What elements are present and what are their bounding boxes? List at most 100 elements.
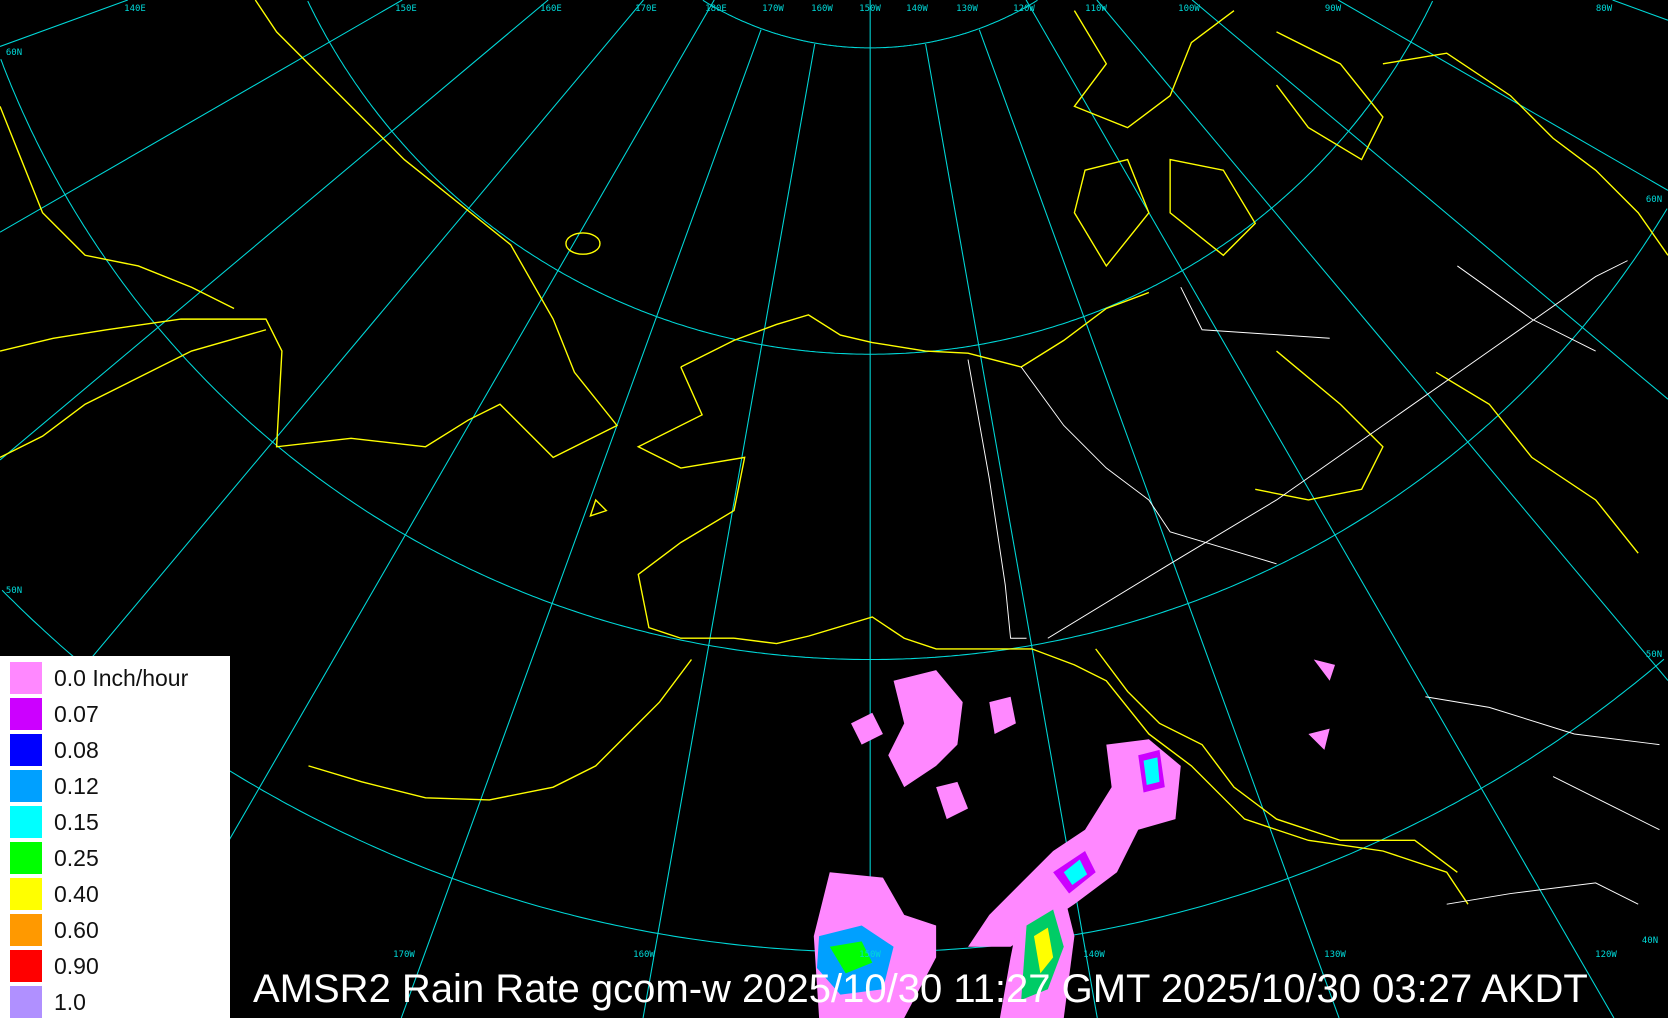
coastline-bc [1095,648,1458,873]
legend-item: 0.25 [10,842,99,874]
legend-swatch [10,770,42,802]
precip-core-sw-green [829,941,873,974]
legend-label: 0.08 [54,736,99,763]
latitude-circle [0,59,1668,661]
border-canada-provinces [1047,260,1660,905]
coastline-alaska-north [680,291,1150,368]
coastline-st-lawrence-island [589,498,608,518]
legend-item: 0.0 Inch/hour [10,662,188,694]
lon-label-top: 100W [1178,4,1200,14]
lon-label-bottom: 140W [1083,950,1105,960]
meridian-line [0,0,549,461]
lon-label-top: 170W [762,4,784,14]
coastline-alaska-south [733,616,1469,905]
legend-item: 0.40 [10,878,99,910]
political-borders [967,260,1660,905]
meridian-line [1096,0,1668,681]
legend-swatch [10,842,42,874]
legend-swatch [10,806,42,838]
legend-label: 0.40 [54,880,99,907]
meridian-line [400,29,762,1018]
lon-label-top: 90W [1324,4,1342,14]
lon-label-bottom: 120W [1595,950,1617,960]
coastline-russia [0,0,619,459]
rain-rate-overlay [813,659,1336,1018]
coastline-canada-arctic [1073,10,1668,268]
precip-band [968,739,1181,947]
coastline-kamchatka [0,329,267,459]
legend-label: 1.0 [54,988,86,1015]
lon-label-top: 160E [540,4,562,14]
lat-label-left: 50N [5,586,23,596]
lat-label-right: 50N [1645,650,1663,660]
lon-label-top: 180E [705,4,727,14]
lat-label-bottom: 40N [1641,936,1659,946]
border-alaska-canada [967,359,1027,639]
legend-item: 0.60 [10,914,99,946]
lon-label-bottom: 150W [859,950,881,960]
lon-label-bottom: 130W [1324,950,1346,960]
legend-swatch [10,914,42,946]
legend-item: 1.0 [10,986,86,1018]
lon-label-top: 130W [956,4,978,14]
meridian-line [0,0,128,47]
lon-label-bottom: 170W [393,950,415,960]
lon-label-top: 160W [811,4,833,14]
lon-label-top: 140W [906,4,928,14]
legend-label: 0.12 [54,772,99,799]
lon-label-top: 120W [1013,4,1035,14]
legend-swatch [10,950,42,982]
coastline-hudson [1255,350,1639,554]
legend-swatch [10,662,42,694]
precip-cell-east [1308,659,1336,750]
legend-swatch [10,734,42,766]
lat-label-right: 60N [1645,195,1663,205]
precip-band-heavy [1063,757,1160,886]
lon-label-top: 170E [635,4,657,14]
lake [565,232,601,255]
lon-label-top: 80W [1595,4,1613,14]
legend-item: 0.08 [10,734,99,766]
lon-label-top: 110W [1085,4,1107,14]
legend-item: 0.12 [10,770,99,802]
precip-cell [851,696,1016,820]
legend-item: 0.90 [10,950,99,982]
lon-label-top: 150W [859,4,881,14]
legend-item: 0.07 [10,698,99,730]
legend-label: 0.90 [54,952,99,979]
meridian-line [978,29,1340,1018]
legend-label: 0.15 [54,808,99,835]
meridian-line [0,0,403,233]
coastline-aleutians [308,659,693,801]
image-title: AMSR2 Rain Rate gcom-w 2025/10/30 11:27 … [253,967,1588,1011]
legend-label: 0.25 [54,844,99,871]
legend-swatch [10,878,42,910]
legend-label: 0.07 [54,700,99,727]
legend-swatch [10,986,42,1018]
legend-label: 0.60 [54,916,99,943]
coastline-siberia-north [0,106,235,310]
color-legend: 0.0 Inch/hour 0.07 0.08 0.12 0.15 0.25 0.40 0.6… [0,656,230,1018]
precip-core-south-yellow [1033,927,1054,974]
legend-label: 0.0 Inch/hour [54,664,189,691]
border-yukon-nwt [1020,366,1277,565]
meridian-line [1025,0,1615,1018]
lon-label-bottom: 160W [633,950,655,960]
legend-item: 0.15 [10,806,99,838]
precip-cell [888,670,963,788]
legend-swatch [10,698,42,730]
lon-label-top: 150E [395,4,417,14]
meridian-line [0,0,644,768]
coastlines [0,0,1668,905]
meridian-line [642,43,816,1018]
coastline-alaska-west [636,366,746,639]
lat-label-left: 60N [5,48,23,58]
meridian-line [1337,0,1668,191]
meridian-line [1191,0,1668,400]
lon-label-top: 140E [124,4,146,14]
meridian-line [1612,0,1668,21]
precip-band-core [1053,749,1165,894]
